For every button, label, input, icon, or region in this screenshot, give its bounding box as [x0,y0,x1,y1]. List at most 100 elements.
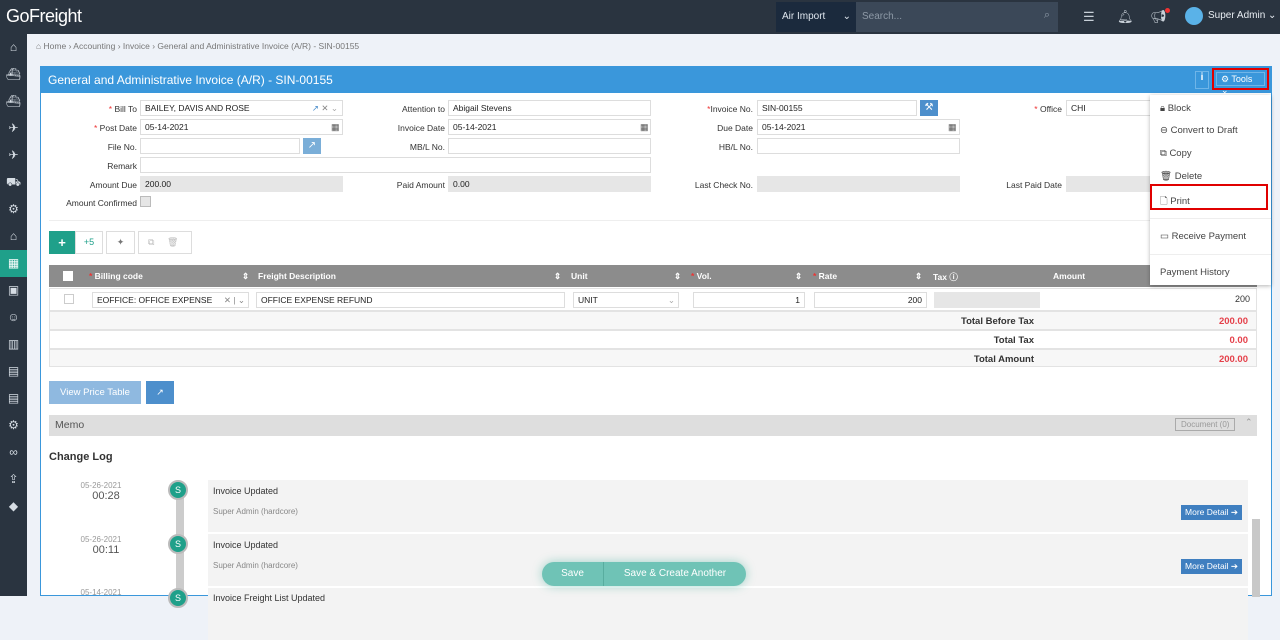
calendar-icon[interactable]: ▦ [331,122,340,132]
log-avatar: S [168,588,188,608]
air-export-icon[interactable]: ✈ [8,121,19,135]
ocean-export-icon[interactable]: ⛴ [5,67,22,81]
add-five-rows-button[interactable]: +5 [75,231,103,254]
save-button[interactable]: Save [542,562,604,586]
diamond-icon[interactable]: ◆ [8,499,19,513]
air-import-icon[interactable]: ✈ [8,148,19,162]
col-unit[interactable]: Unit [571,271,588,281]
hbl-input[interactable] [757,138,960,154]
bell-icon[interactable]: 🔔︎ [1117,9,1134,24]
menu-item-receive-payment[interactable]: ▭ Receive Payment [1160,231,1247,242]
edit-icon[interactable]: ↗ ✕ ⌄ [311,103,338,113]
avatar[interactable] [1185,7,1203,25]
log-entry: Invoice Updated Super Admin (hardcore) M… [208,480,1248,532]
calendar-icon[interactable]: ▦ [640,122,649,132]
menu-item-delete[interactable]: 🗑︎ Delete [1160,171,1203,182]
add-row-button[interactable]: + [49,231,75,254]
tools-button[interactable]: ⚙ Tools ⌄ [1212,68,1269,95]
info-button[interactable]: i [1195,71,1209,89]
col-billing-code[interactable]: Billing code [94,271,143,281]
generate-number-button[interactable]: ⚒ [920,100,938,116]
breadcrumb-invoice[interactable]: Invoice [122,41,150,51]
memo-bar[interactable]: Memo Document (0) ⌃ [49,415,1257,436]
total-amount-value: 200.00 [1218,354,1248,365]
amount-confirmed-checkbox[interactable] [140,196,151,207]
menu-item-convert-to-draft[interactable]: ⊖ Convert to Draft [1160,125,1238,136]
mbl-input[interactable] [448,138,651,154]
mode-select[interactable]: Air Import ⌄ [776,2,856,32]
report-icon[interactable]: ▥ [7,337,20,351]
menu-item-print[interactable]: 🗋 Print [1160,196,1190,207]
view-price-table-button[interactable]: View Price Table [49,381,141,404]
tax-select[interactable] [934,292,1040,308]
calendar-icon[interactable]: ▦ [948,122,957,132]
menu-item-block[interactable]: 🔒︎ Block [1160,103,1191,114]
invoice-no-input[interactable]: SIN-00155 [757,100,917,116]
trash-icon[interactable]: 🗑︎ [166,237,179,247]
home-icon[interactable]: ⌂ [9,40,18,54]
col-vol[interactable]: Vol. [696,271,712,281]
attention-input[interactable]: Abigail Stevens [448,100,651,116]
search-icon[interactable]: ⌕ [1043,9,1050,21]
col-rate[interactable]: Rate [818,271,838,281]
save-create-another-button[interactable]: Save & Create Another [623,568,727,579]
building-icon[interactable]: ⌂ [9,229,18,243]
copy-icon[interactable]: ⧉ [148,237,155,247]
more-detail-button[interactable]: More Detail ➔ [1181,559,1242,574]
scrollbar[interactable] [1252,519,1260,597]
settings-icon[interactable]: ⚙ [8,418,19,432]
list-icon[interactable]: ☰ [1083,9,1095,24]
vol-input[interactable]: 1 [693,292,805,308]
accounting-icon[interactable]: ▦ [0,250,27,277]
truck-icon[interactable]: ⛟ [5,175,22,189]
sort-icon: ⇕ [554,271,562,281]
breadcrumb-accounting[interactable]: Accounting [73,41,116,51]
billing-code-select[interactable]: EOFFICE: OFFICE EXPENSE ✕ | ⌄ [92,292,249,308]
user-menu[interactable]: Super Admin ⌄ [1208,10,1277,21]
log-date: 05-26-2021 [80,481,122,490]
external-link-button[interactable]: ↗ [146,381,174,404]
row-checkbox[interactable] [64,294,74,304]
office-select[interactable]: CHI [1066,100,1156,116]
invoice-date-input[interactable]: 05-14-2021 [448,119,651,135]
col-tax[interactable]: Tax [933,272,948,282]
chevron-up-icon[interactable]: ⌃ [1245,417,1253,427]
file-no-input[interactable] [140,138,300,154]
contacts-icon[interactable]: ☺ [7,310,20,324]
menu-item-copy[interactable]: ⧉ Copy [1160,148,1192,159]
book-icon[interactable]: ▤ [7,391,20,405]
due-date-input[interactable]: 05-14-2021 [757,119,960,135]
post-date-input[interactable]: 05-14-2021 [140,119,343,135]
logo[interactable]: GoFreight [6,6,82,26]
unit-select[interactable]: UNIT ⌄ [573,292,679,308]
menu-item-payment-history[interactable]: Payment History [1160,267,1230,278]
select-all-checkbox[interactable] [63,271,73,281]
link-icon[interactable]: ∞ [9,445,18,459]
document-icon[interactable]: ▤ [7,364,20,378]
chevron-down-icon: ⌄ [842,11,851,22]
export-icon[interactable]: ⇪ [8,472,19,486]
search-input[interactable]: Search... ⌕ [856,2,1058,32]
log-date: 05-14-2021 [80,588,122,597]
invoice-panel: General and Administrative Invoice (A/R)… [40,66,1272,640]
magic-add-button[interactable]: ✦ [106,231,135,254]
breadcrumb-home[interactable]: Home [43,41,67,51]
ocean-import-icon[interactable]: ⛴ [5,94,22,108]
remark-input[interactable] [140,157,651,173]
megaphone-icon[interactable]: 📢︎ [1150,9,1167,24]
col-amount[interactable]: Amount [1053,271,1086,281]
briefcase-icon[interactable]: ▣ [7,283,20,297]
document-button[interactable]: Document (0) [1175,418,1236,431]
tools-label: Tools [1231,74,1253,84]
warehouse-icon[interactable]: ⚙ [8,202,19,216]
more-detail-button[interactable]: More Detail ➔ [1181,505,1242,520]
open-file-button[interactable]: ↗ [303,138,321,154]
user-name: Super Admin [1208,10,1266,21]
file-icon: 🗋 [1160,196,1168,207]
col-freight-description[interactable]: Freight Description [258,271,336,281]
rate-input[interactable]: 200 [814,292,927,308]
bill-to-select[interactable]: BAILEY, DAVIS AND ROSE ↗ ✕ ⌄ [140,100,343,116]
description-input[interactable]: OFFICE EXPENSE REFUND [256,292,565,308]
gears-icon: ⚙ [1221,74,1230,84]
file-no-label: File No. [107,142,137,152]
